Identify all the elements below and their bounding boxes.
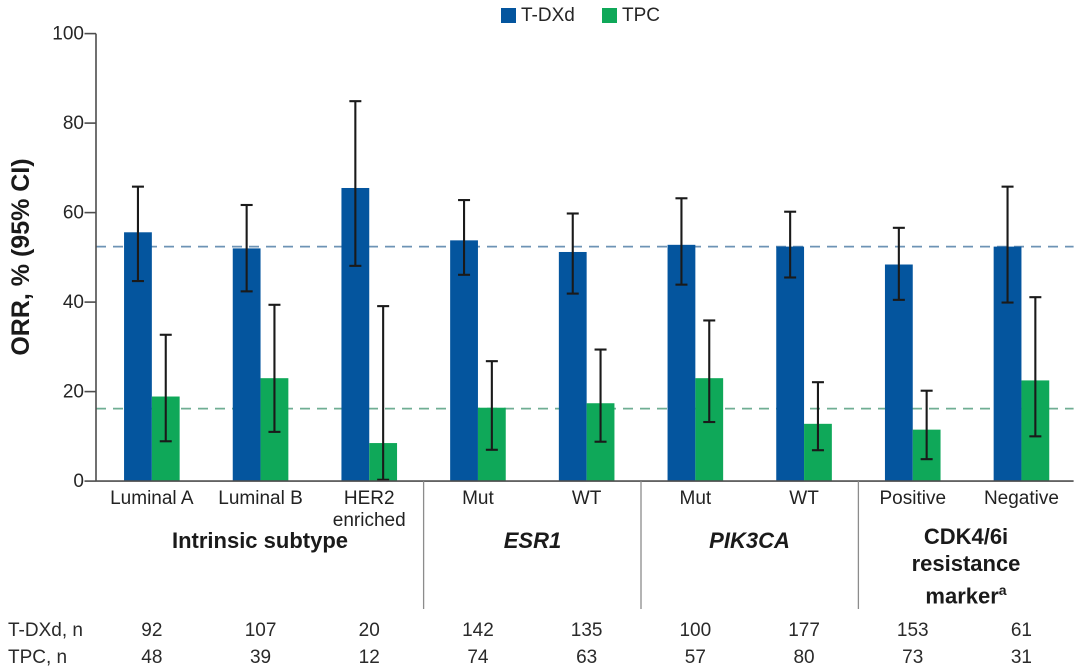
svg-text:100: 100 bbox=[52, 24, 84, 45]
svg-text:40: 40 bbox=[63, 292, 84, 313]
svg-text:20: 20 bbox=[63, 382, 84, 403]
svg-text:0: 0 bbox=[73, 471, 84, 492]
svg-text:80: 80 bbox=[63, 113, 84, 134]
svg-text:60: 60 bbox=[63, 203, 84, 224]
